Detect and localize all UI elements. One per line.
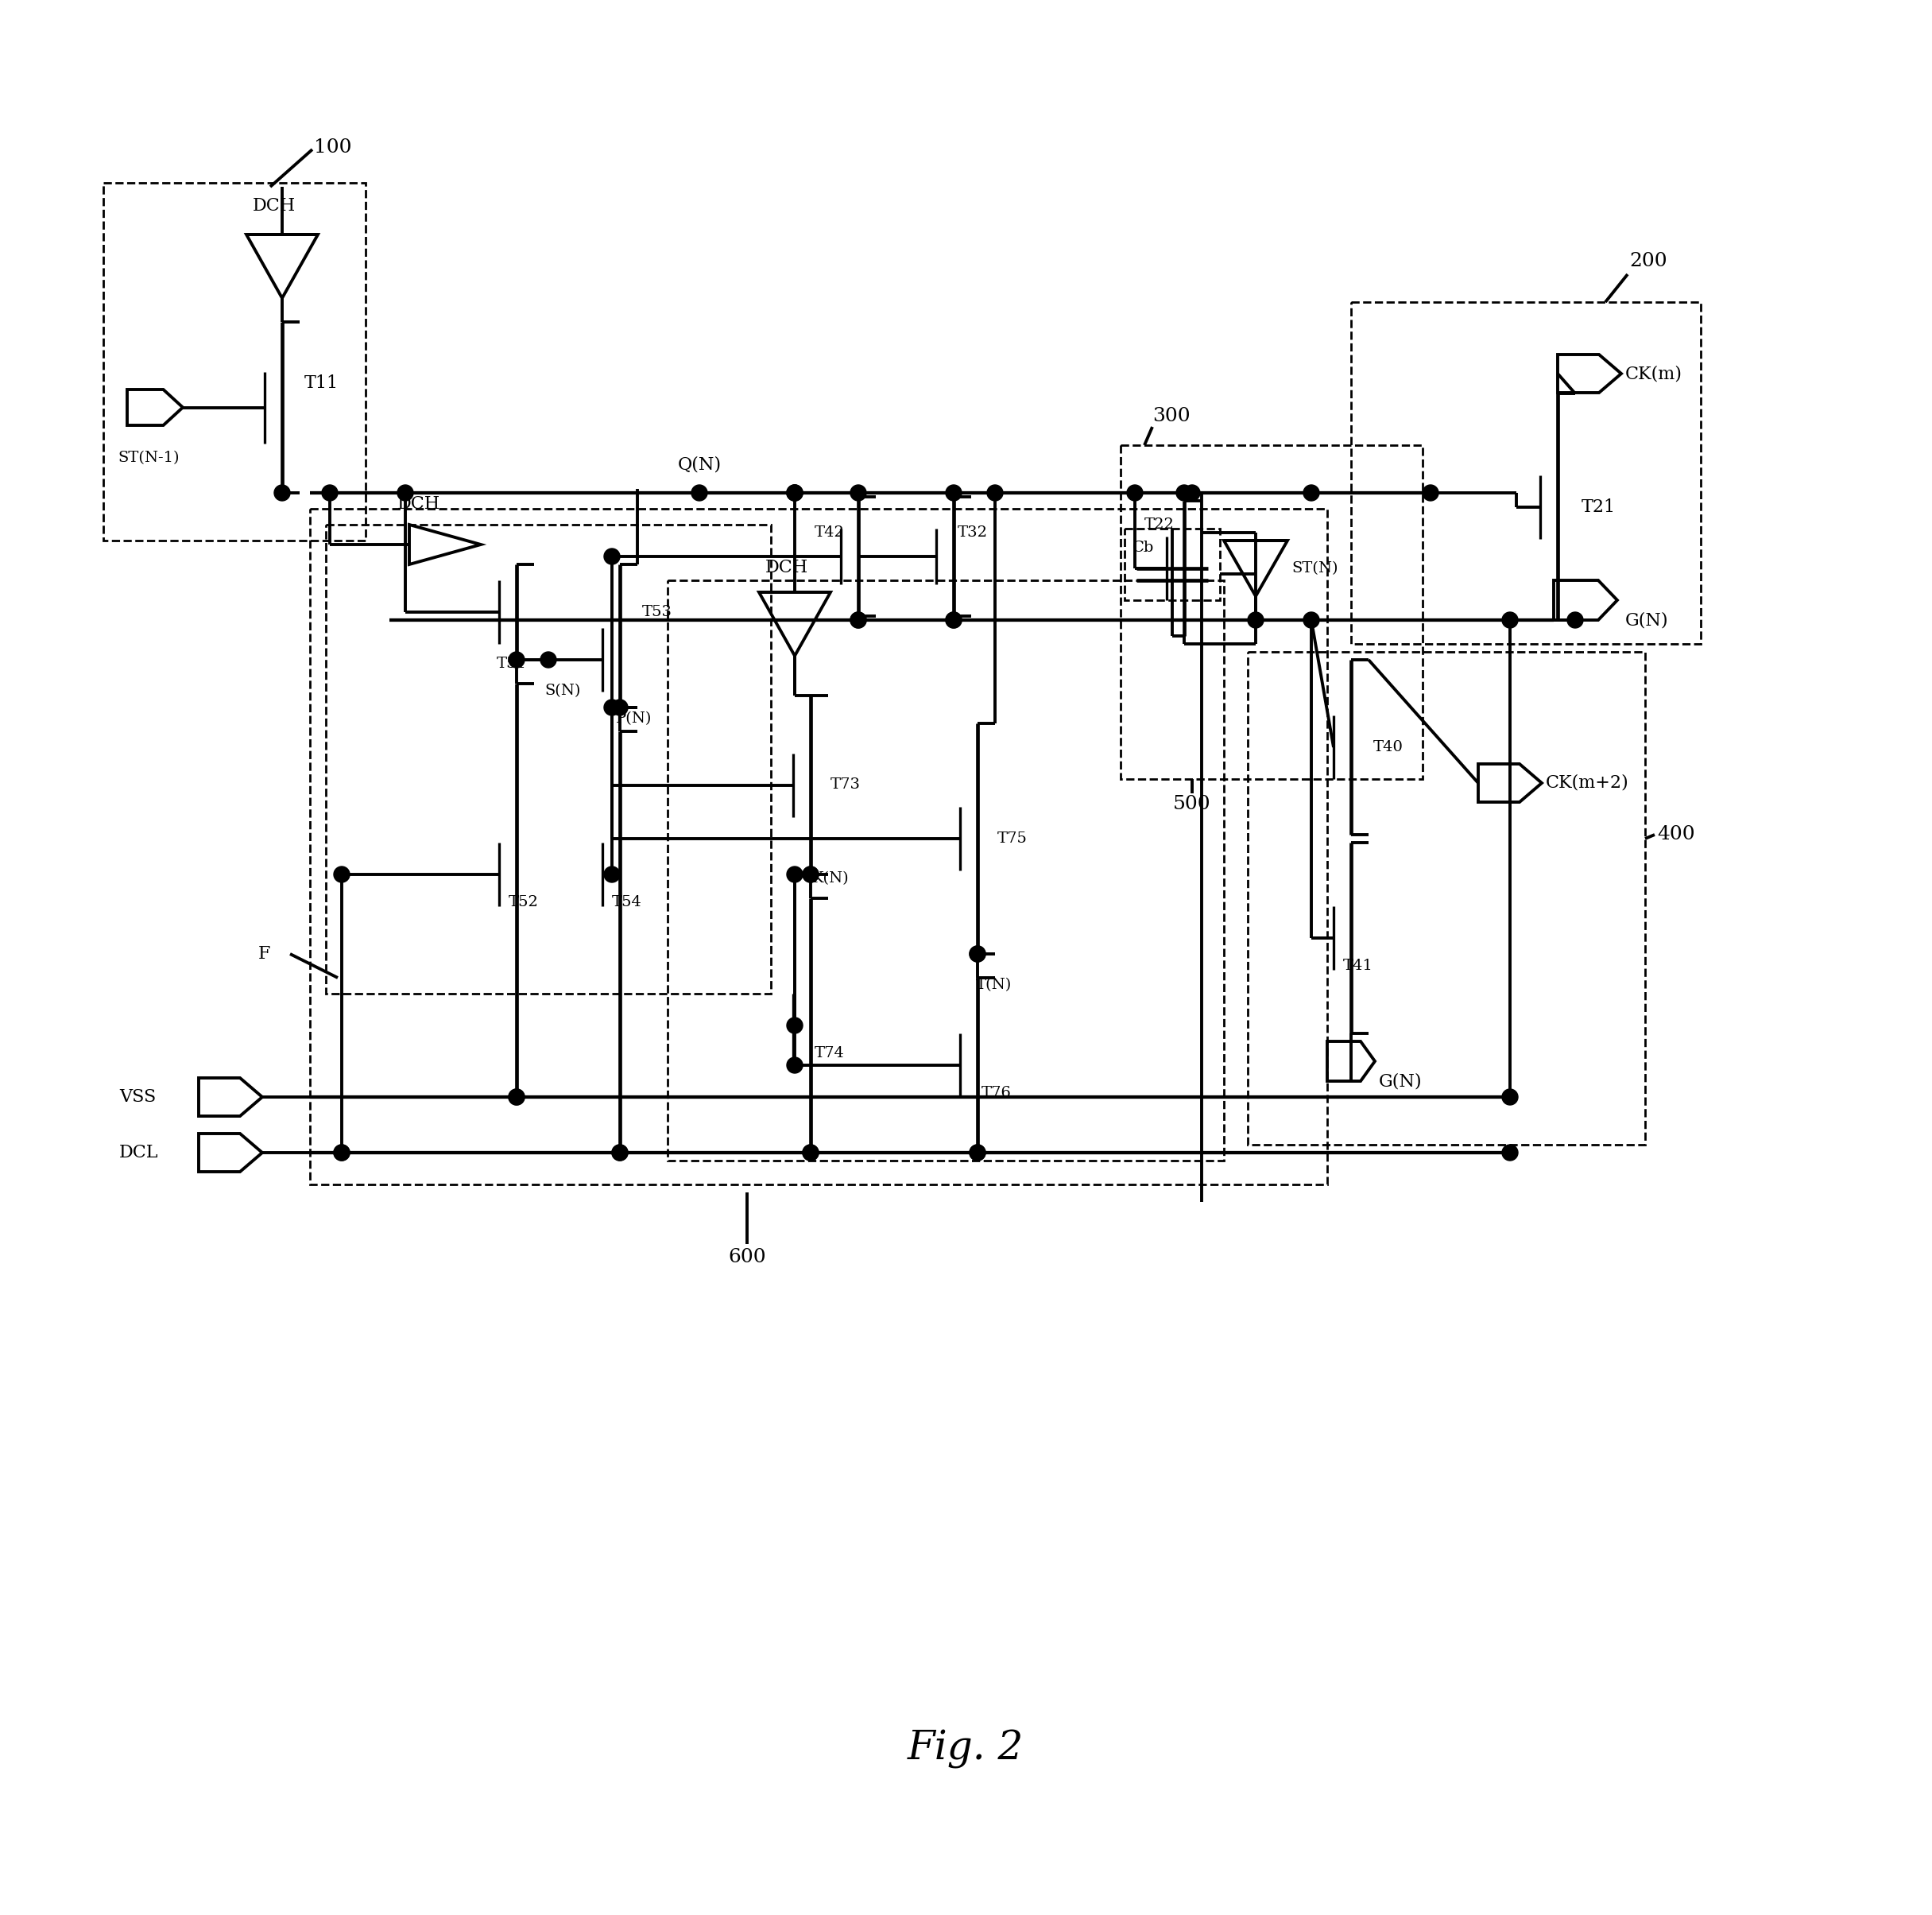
Circle shape [850, 613, 866, 628]
Circle shape [274, 484, 290, 502]
Text: T(N): T(N) [976, 979, 1010, 992]
Circle shape [1126, 484, 1144, 502]
Circle shape [1501, 1090, 1519, 1105]
Circle shape [970, 1145, 985, 1160]
Text: T73: T73 [831, 777, 860, 793]
Circle shape [605, 866, 620, 883]
Bar [309, 509, 1327, 1185]
Circle shape [1501, 613, 1519, 628]
Circle shape [802, 866, 819, 883]
Text: T32: T32 [958, 525, 987, 540]
Text: 500: 500 [1173, 795, 1211, 814]
Circle shape [612, 1145, 628, 1160]
Bar [1350, 303, 1700, 643]
Text: T40: T40 [1374, 739, 1403, 755]
Circle shape [850, 484, 866, 502]
Text: Q(N): Q(N) [678, 456, 721, 473]
Bar [327, 525, 771, 994]
Circle shape [786, 1057, 802, 1072]
Circle shape [786, 866, 802, 883]
Text: 300: 300 [1151, 408, 1190, 425]
Circle shape [947, 613, 962, 628]
Text: ST(N-1): ST(N-1) [118, 452, 180, 465]
Bar [102, 182, 365, 540]
Circle shape [612, 699, 628, 716]
Circle shape [802, 1145, 819, 1160]
Text: 600: 600 [728, 1249, 765, 1266]
Text: 100: 100 [313, 138, 352, 157]
Circle shape [1177, 484, 1192, 502]
Circle shape [605, 699, 620, 716]
Circle shape [802, 1145, 819, 1160]
Text: T51: T51 [497, 657, 527, 670]
Circle shape [970, 946, 985, 961]
Circle shape [1184, 484, 1200, 502]
Text: T53: T53 [641, 605, 672, 619]
Circle shape [786, 1017, 802, 1034]
Circle shape [987, 484, 1003, 502]
Bar [1124, 529, 1219, 599]
Bar [1121, 444, 1422, 779]
Text: 200: 200 [1629, 253, 1667, 270]
Text: CK(m+2): CK(m+2) [1546, 774, 1629, 791]
Text: T74: T74 [815, 1046, 844, 1061]
Text: G(N): G(N) [1379, 1072, 1422, 1090]
Circle shape [947, 484, 962, 502]
Text: DCH: DCH [398, 496, 440, 513]
Circle shape [508, 651, 524, 668]
Text: Cb: Cb [1132, 540, 1153, 555]
Circle shape [970, 1145, 985, 1160]
Text: T52: T52 [508, 894, 539, 910]
Text: DCH: DCH [765, 559, 808, 576]
Circle shape [786, 484, 802, 502]
Circle shape [802, 866, 819, 883]
Circle shape [605, 548, 620, 565]
Circle shape [323, 484, 338, 502]
Circle shape [1422, 484, 1439, 502]
Circle shape [850, 613, 866, 628]
Text: F: F [259, 946, 270, 963]
Circle shape [786, 484, 802, 502]
Circle shape [1567, 613, 1582, 628]
Text: K(N): K(N) [811, 871, 850, 885]
Circle shape [1304, 484, 1320, 502]
Circle shape [508, 1090, 524, 1105]
Text: ST(N): ST(N) [1291, 561, 1339, 576]
Circle shape [692, 484, 707, 502]
Text: T22: T22 [1144, 517, 1175, 532]
Circle shape [508, 1090, 524, 1105]
Circle shape [947, 613, 962, 628]
Circle shape [1501, 1145, 1519, 1160]
Circle shape [970, 946, 985, 961]
Circle shape [1248, 613, 1264, 628]
Text: G(N): G(N) [1625, 611, 1669, 628]
Text: T42: T42 [815, 525, 844, 540]
Circle shape [786, 484, 802, 502]
Bar [1248, 651, 1646, 1145]
Text: Fig. 2: Fig. 2 [908, 1729, 1024, 1769]
Text: S(N): S(N) [545, 684, 580, 697]
Circle shape [612, 1145, 628, 1160]
Circle shape [1304, 613, 1320, 628]
Text: P(N): P(N) [616, 712, 651, 726]
Text: DCL: DCL [120, 1143, 158, 1160]
Circle shape [334, 866, 350, 883]
Text: T75: T75 [997, 831, 1028, 846]
Circle shape [398, 484, 413, 502]
Text: CK(m): CK(m) [1625, 366, 1683, 383]
Text: 400: 400 [1658, 825, 1694, 845]
Bar [668, 580, 1223, 1160]
Circle shape [334, 1145, 350, 1160]
Circle shape [541, 651, 556, 668]
Text: T21: T21 [1582, 498, 1615, 515]
Text: T41: T41 [1343, 959, 1374, 973]
Text: VSS: VSS [120, 1088, 156, 1105]
Text: T54: T54 [612, 894, 641, 910]
Text: T11: T11 [305, 375, 338, 393]
Text: DCH: DCH [253, 197, 296, 214]
Circle shape [334, 1145, 350, 1160]
Text: T76: T76 [981, 1086, 1012, 1101]
